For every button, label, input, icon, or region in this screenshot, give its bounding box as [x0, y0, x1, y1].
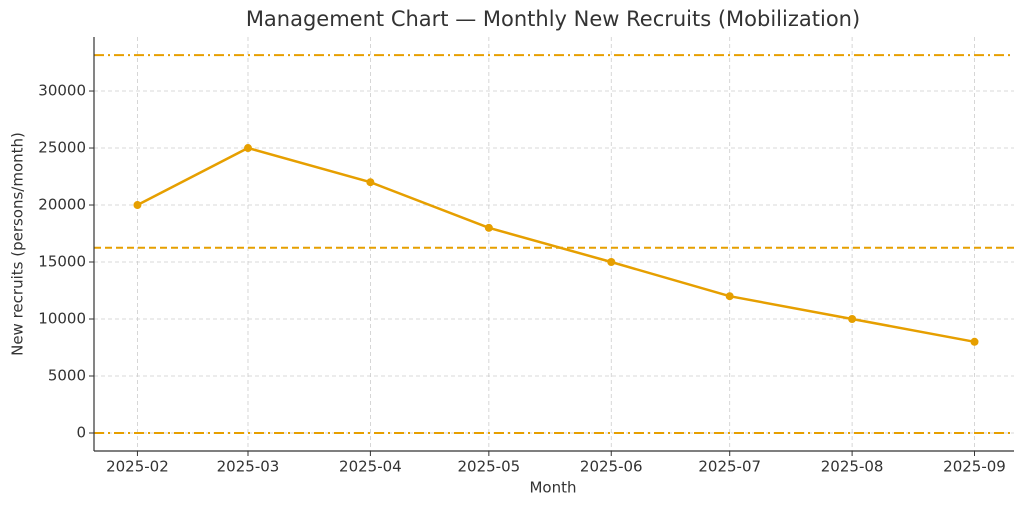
x-tick-label: 2025-02 [106, 458, 169, 476]
y-tick-label: 5000 [48, 366, 86, 384]
chart-title: Management Chart — Monthly New Recruits … [246, 7, 860, 31]
x-tick-label: 2025-05 [458, 458, 521, 476]
y-tick-label: 15000 [38, 253, 86, 271]
y-tick-label: 20000 [38, 196, 86, 214]
data-point [848, 315, 857, 324]
data-point [133, 201, 142, 210]
data-point [484, 223, 493, 232]
data-point [366, 178, 375, 187]
y-tick-label: 25000 [38, 139, 86, 157]
data-point [970, 337, 979, 346]
y-axis-label: New recruits (persons/month) [9, 132, 27, 356]
data-point [725, 292, 734, 301]
data-point [243, 144, 252, 153]
data-point [607, 258, 616, 267]
x-tick-label: 2025-07 [698, 458, 761, 476]
x-tick-label: 2025-06 [580, 458, 643, 476]
x-tick-label: 2025-04 [339, 458, 402, 476]
y-tick-label: 10000 [38, 310, 86, 328]
data-line [136, 146, 975, 344]
y-tick-label: 0 [76, 423, 86, 441]
x-tick-label: 2025-09 [943, 458, 1006, 476]
x-tick-label: 2025-08 [821, 458, 884, 476]
y-tick-label: 30000 [38, 82, 86, 100]
x-axis-label: Month [529, 479, 576, 497]
x-tick-label: 2025-03 [217, 458, 280, 476]
